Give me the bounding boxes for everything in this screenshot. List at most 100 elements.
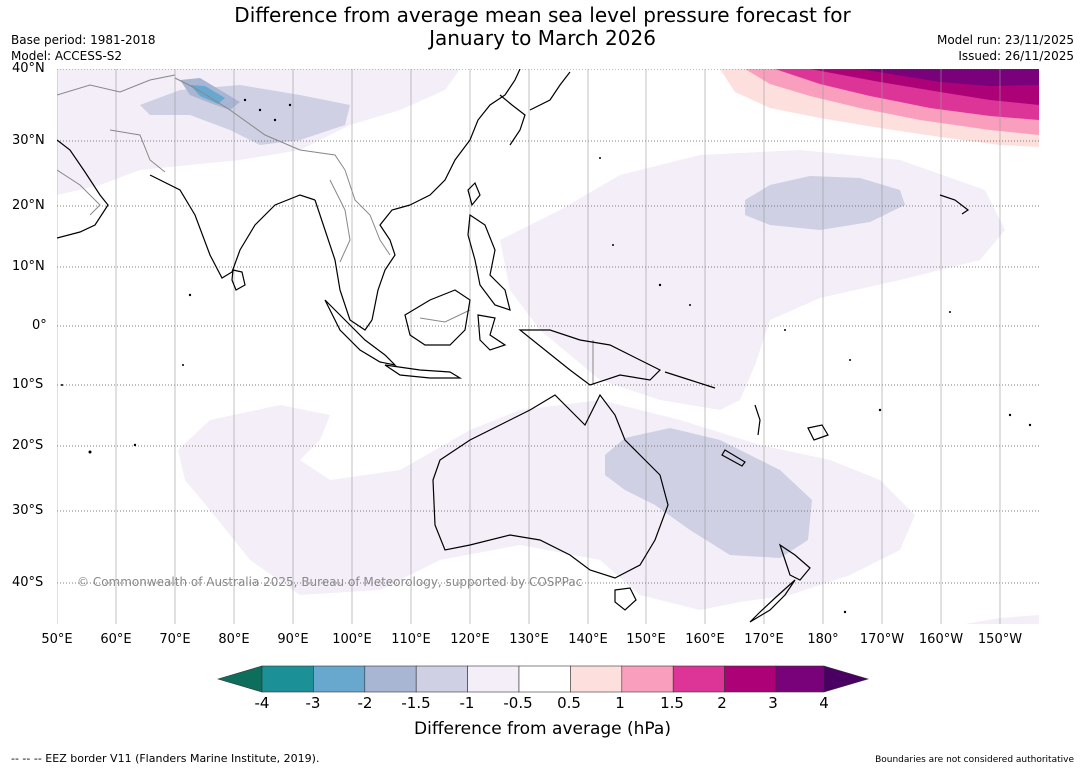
coast-indochina [371, 204, 411, 321]
title-line-2: January to March 2026 [429, 26, 656, 50]
colorbar-tick: 4 [819, 694, 829, 712]
island-dot [1028, 423, 1032, 427]
island-dot [849, 359, 851, 361]
lon-label: 120°E [450, 632, 490, 647]
border-arabia [57, 169, 101, 216]
island-dot [1008, 413, 1012, 417]
colorbar-bin [415, 665, 468, 693]
island-dot [843, 610, 847, 614]
island-dot [949, 311, 951, 313]
lon-label: 180° [807, 632, 839, 647]
coast-india [149, 174, 316, 279]
anomaly-teal-tibet [190, 85, 225, 104]
coast-korea-japan [499, 71, 571, 146]
lat-label: 10°S [12, 377, 44, 392]
colorbar-bin [724, 665, 777, 693]
anomaly-lilac-north-pacific [745, 176, 905, 230]
colorbar-bin [518, 665, 571, 693]
lat-label: 20°S [12, 438, 44, 453]
coast-fiji [807, 424, 829, 441]
coast-nz-north [778, 543, 811, 581]
lon-label: 130°E [509, 632, 549, 647]
lat-label: 40°N [12, 61, 45, 76]
colorbar-tick: -2 [357, 694, 373, 712]
coast-sulawesi [477, 314, 507, 351]
border-iran-pak [109, 129, 166, 173]
coast-solomons [664, 371, 716, 389]
coast-philippines [467, 213, 511, 311]
island-dot [878, 408, 882, 412]
colorbar-bin [261, 665, 314, 693]
map-area [57, 69, 1039, 624]
anomaly-lilac-australia [605, 428, 812, 558]
coastlines [57, 69, 970, 623]
coast-java [384, 364, 463, 379]
lon-label: 50°E [41, 632, 73, 647]
coast-australia [432, 393, 669, 579]
coast-myanmar-malaya [314, 199, 373, 331]
lon-label: 150°W [977, 632, 1023, 647]
copyright-notice: © Commonwealth of Australia 2025, Bureau… [77, 575, 583, 589]
island-dot [658, 283, 662, 287]
anomaly-lilac-himalaya [140, 85, 350, 145]
island-dot [784, 329, 786, 331]
colorbar-tick: -1 [459, 694, 475, 712]
colorbar-over-arrow [823, 665, 870, 693]
base-period: Base period: 1981-2018 [11, 33, 156, 47]
border-india-china [174, 77, 346, 171]
colorbar-bin [775, 665, 825, 693]
border-borneo [419, 309, 471, 323]
model-name: Model: ACCESS-S2 [11, 49, 123, 63]
coast-taiwan [467, 181, 481, 207]
lat-label: 20°N [12, 198, 45, 213]
island-dot [599, 157, 601, 159]
map-title: Difference from average mean sea level p… [0, 4, 1085, 50]
lake-dot [243, 98, 247, 102]
lat-label: 30°S [12, 503, 44, 518]
colorbar-tick: 3 [768, 694, 778, 712]
colorbar-bin [313, 665, 366, 693]
lon-label: 160°E [685, 632, 725, 647]
island-dot [188, 293, 192, 297]
lon-gridlines [57, 69, 1001, 624]
island-dot [689, 304, 691, 306]
title-line-1: Difference from average mean sea level p… [234, 3, 851, 27]
colorbar-tick: -0.5 [503, 694, 533, 712]
model-run: Model run: 23/11/2025 [936, 33, 1074, 47]
country-borders [57, 74, 594, 385]
lon-label: 60°E [100, 632, 132, 647]
lake-dot [288, 103, 292, 107]
colorbar [216, 665, 870, 693]
island-dot [133, 443, 137, 447]
meta-right: Model run: 23/11/2025 Issued: 26/11/2025 [937, 32, 1074, 64]
lake-dot [258, 108, 262, 112]
issued-date: Issued: 26/11/2025 [958, 49, 1074, 63]
lon-label: 170°W [859, 632, 905, 647]
small-islands [61, 98, 1032, 614]
coast-borneo [404, 289, 471, 346]
coast-vanuatu [754, 404, 761, 436]
lon-label: 170°E [744, 632, 784, 647]
colorbar-tick: 0.5 [557, 694, 581, 712]
colorbar-bin [570, 665, 623, 693]
colorbar-tick: 2 [717, 694, 727, 712]
lat-label: 0° [32, 318, 47, 333]
border-central-asia [57, 74, 176, 96]
meta-left: Base period: 1981-2018 Model: ACCESS-S2 [11, 32, 156, 64]
coast-new-caledonia [721, 449, 746, 467]
lake-dot [273, 118, 277, 122]
coast-srilanka [231, 269, 246, 291]
lon-label: 150°E [626, 632, 666, 647]
coast-hawaii [939, 194, 970, 215]
colorbar-label: Difference from average (hPa) [414, 719, 671, 739]
border-mekong [344, 169, 391, 256]
coast-tasmania [614, 587, 637, 611]
coast-arabia [57, 139, 109, 239]
colorbar-tick: -4 [254, 694, 270, 712]
coast-nz-south [749, 579, 796, 623]
eez-note: -- -- -- EEZ border V11 (Flanders Marine… [11, 752, 320, 765]
lon-label: 100°E [332, 632, 372, 647]
anomaly-purple [860, 69, 1039, 86]
lon-label: 70°E [159, 632, 191, 647]
